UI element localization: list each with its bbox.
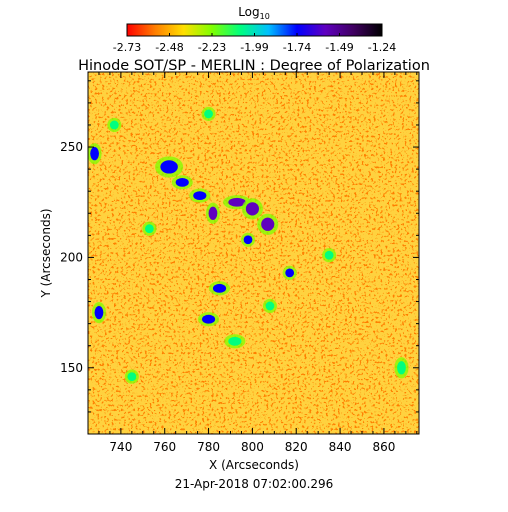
polarization-patch bbox=[175, 177, 189, 187]
polarization-patch bbox=[204, 109, 213, 119]
x-tick-label: 820 bbox=[285, 440, 308, 454]
polarization-patch bbox=[265, 301, 275, 311]
polarization-patch bbox=[228, 336, 242, 346]
polarization-patch bbox=[245, 202, 259, 216]
polarization-patch bbox=[201, 314, 216, 324]
polarization-patch bbox=[208, 206, 218, 220]
polarization-patch bbox=[212, 283, 227, 293]
colorbar-tick-label: -2.73 bbox=[113, 41, 141, 54]
x-axis-label: X (Arcseconds) bbox=[209, 458, 299, 472]
polarization-patch bbox=[243, 235, 253, 245]
polarization-patch bbox=[127, 372, 137, 382]
field-texture bbox=[88, 72, 419, 434]
plot-area bbox=[88, 72, 419, 434]
x-tick-label: 740 bbox=[109, 440, 132, 454]
colorbar-title: Log10 bbox=[238, 5, 270, 21]
x-tick-label: 800 bbox=[241, 440, 264, 454]
x-tick-label: 760 bbox=[153, 440, 176, 454]
x-tick-label: 840 bbox=[329, 440, 352, 454]
polarization-patch bbox=[144, 224, 154, 234]
y-axis: 150 200 250 bbox=[60, 80, 419, 435]
x-axis: 740 760 780 800 820 840 860 bbox=[87, 72, 418, 454]
plot-frame bbox=[87, 71, 420, 435]
colorbar-tick-label: -1.74 bbox=[283, 41, 311, 54]
polarization-patch bbox=[261, 217, 275, 231]
colorbar-tick-label: -1.24 bbox=[368, 41, 396, 54]
colorbar-ticks: -2.73 -2.48 -2.23 -1.99 -1.74 -1.49 -1.24 bbox=[113, 33, 396, 54]
timestamp: 21-Apr-2018 07:02:00.296 bbox=[175, 477, 334, 491]
colorbar-tick-label: -1.49 bbox=[325, 41, 353, 54]
polarization-patch bbox=[324, 250, 334, 260]
polarization-patch bbox=[285, 268, 295, 278]
polarization-patch bbox=[109, 120, 119, 130]
y-tick-label: 150 bbox=[60, 361, 83, 375]
polarization-patch bbox=[90, 147, 99, 161]
y-tick-label: 200 bbox=[60, 250, 83, 264]
polarization-patch bbox=[160, 160, 178, 174]
chart-title: Hinode SOT/SP - MERLIN : Degree of Polar… bbox=[78, 58, 430, 74]
polarization-patch bbox=[397, 361, 406, 375]
colorbar: Log10 -2.73 -2.48 -2.23 -1.99 -1.74 -1.49 -1.2… bbox=[113, 5, 396, 54]
x-tick-label: 860 bbox=[372, 440, 395, 454]
y-axis-label: Y (Arcseconds) bbox=[39, 208, 53, 298]
polarization-patch bbox=[228, 197, 246, 207]
x-tick-label: 780 bbox=[197, 440, 220, 454]
colorbar-tick-label: -2.48 bbox=[155, 41, 183, 54]
polarization-patch bbox=[94, 305, 104, 320]
colorbar-tick-label: -2.23 bbox=[198, 41, 226, 54]
polarization-patch bbox=[193, 191, 207, 201]
colorbar-tick-label: -1.99 bbox=[240, 41, 268, 54]
polarization-features bbox=[88, 106, 409, 384]
y-tick-label: 250 bbox=[60, 140, 83, 154]
